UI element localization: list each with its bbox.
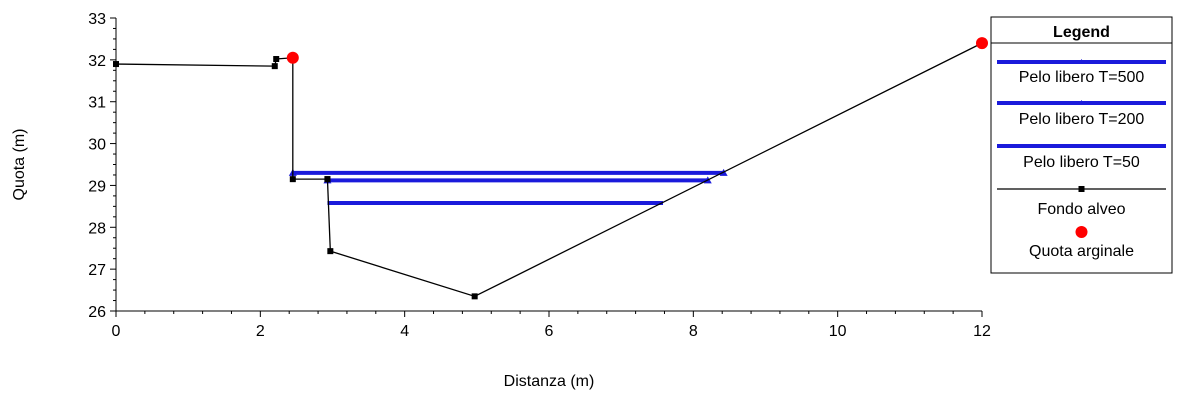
x-tick-label: 6 — [545, 323, 554, 340]
legend-marker — [1078, 186, 1085, 192]
x-tick-label: 10 — [829, 323, 847, 340]
y-tick-label: 30 — [88, 137, 106, 154]
x-tick-label: 8 — [689, 323, 698, 340]
x-tick-label: 2 — [256, 323, 265, 340]
legend-symbol — [1075, 226, 1088, 238]
series-line-fondo-alveo — [115, 42, 983, 298]
x-tick-label: 12 — [973, 323, 991, 340]
y-tick-label: 28 — [88, 220, 106, 237]
data-point — [286, 51, 299, 64]
x-axis-title: Distanza (m) — [504, 373, 595, 390]
legend: Legend Pelo libero T=500 Pelo libero T=20… — [990, 16, 1173, 274]
data-point — [289, 176, 296, 183]
x-tick-label: 0 — [112, 323, 121, 340]
y-axis-title: Quota (m) — [11, 128, 28, 200]
y-tick-label: 27 — [88, 262, 106, 279]
x-tick-label: 4 — [400, 323, 409, 340]
legend-label: Quota arginale — [1029, 243, 1134, 260]
legend-label: Fondo alveo — [1037, 201, 1125, 218]
data-point — [273, 56, 280, 63]
data-point — [271, 63, 278, 70]
legend-title: Legend — [1053, 24, 1110, 41]
y-tick-label: 33 — [88, 11, 106, 28]
y-tick-label: 29 — [88, 178, 106, 195]
y-tick-label: 26 — [88, 304, 106, 321]
data-point — [471, 293, 478, 300]
legend-marker — [1078, 59, 1085, 64]
axes: 0 2 4 6 8 10 12 26 27 28 29 30 31 32 33 — [88, 11, 991, 340]
data-point — [327, 248, 334, 255]
data-point — [976, 37, 988, 50]
legend-marker — [1078, 100, 1085, 105]
data-point — [324, 176, 331, 183]
y-tick-label: 31 — [88, 95, 106, 112]
y-tick-label: 32 — [88, 53, 106, 70]
legend-label: Pelo libero T=200 — [1019, 111, 1145, 128]
legend-label: Pelo libero T=50 — [1023, 154, 1140, 171]
legend-label: Pelo libero T=500 — [1019, 69, 1145, 86]
plot-area — [113, 37, 988, 300]
